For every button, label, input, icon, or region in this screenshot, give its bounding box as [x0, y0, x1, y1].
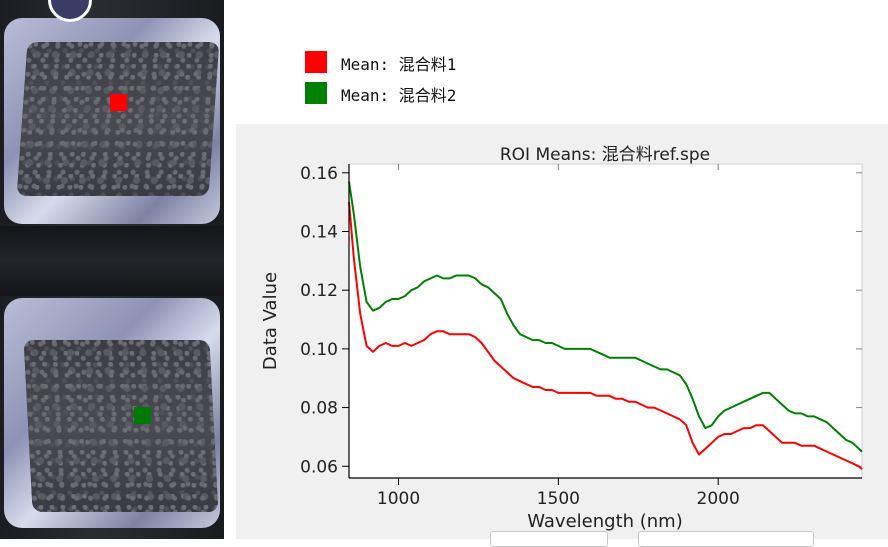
y-tick-label: 0.06 — [300, 457, 338, 477]
x-tick-label: 1000 — [377, 489, 420, 509]
series-layer — [348, 181, 863, 470]
x-tick-label: 1500 — [537, 489, 580, 509]
y-tick-label: 0.14 — [300, 222, 338, 242]
sample-mixture-bottom — [23, 340, 219, 512]
y-tick-label: 0.10 — [300, 340, 338, 360]
y-tick-label: 0.16 — [300, 164, 338, 184]
plot-area[interactable] — [348, 163, 863, 479]
legend-swatch-2 — [305, 82, 327, 104]
roi-marker-2[interactable] — [134, 407, 151, 424]
sample-mixture-top — [16, 42, 220, 196]
legend-label-1: Mean: 混合料1 — [341, 55, 457, 74]
legend-label-2: Mean: 混合料2 — [341, 86, 457, 105]
y-tick-label: 0.08 — [300, 399, 338, 419]
bottom-button-2[interactable] — [638, 531, 814, 547]
roi-means-plot-panel[interactable]: ROI Means: 混合料ref.spe 0.06 0.08 0.10 0.12 0.… — [236, 124, 888, 539]
y-axis-label: Data Value — [260, 272, 281, 370]
bottom-button-1[interactable] — [490, 531, 608, 547]
series-line-1 — [348, 202, 863, 470]
x-axis: 1000 1500 2000 — [377, 164, 740, 509]
y-tick-label: 0.12 — [300, 281, 338, 301]
series-line-2 — [348, 181, 863, 453]
y-axis: 0.06 0.08 0.10 0.12 0.14 0.16 — [300, 164, 862, 477]
x-axis-label: Wavelength (nm) — [527, 511, 683, 532]
chart-title: ROI Means: 混合料ref.spe — [500, 145, 710, 165]
x-tick-label: 2000 — [697, 489, 740, 509]
image-background-band — [0, 226, 224, 296]
legend-swatch-1 — [305, 51, 327, 73]
image-view[interactable] — [0, 0, 224, 539]
roi-means-chart[interactable]: ROI Means: 混合料ref.spe 0.060.080.100.120.… — [236, 124, 888, 539]
roi-marker-1[interactable] — [110, 94, 127, 111]
